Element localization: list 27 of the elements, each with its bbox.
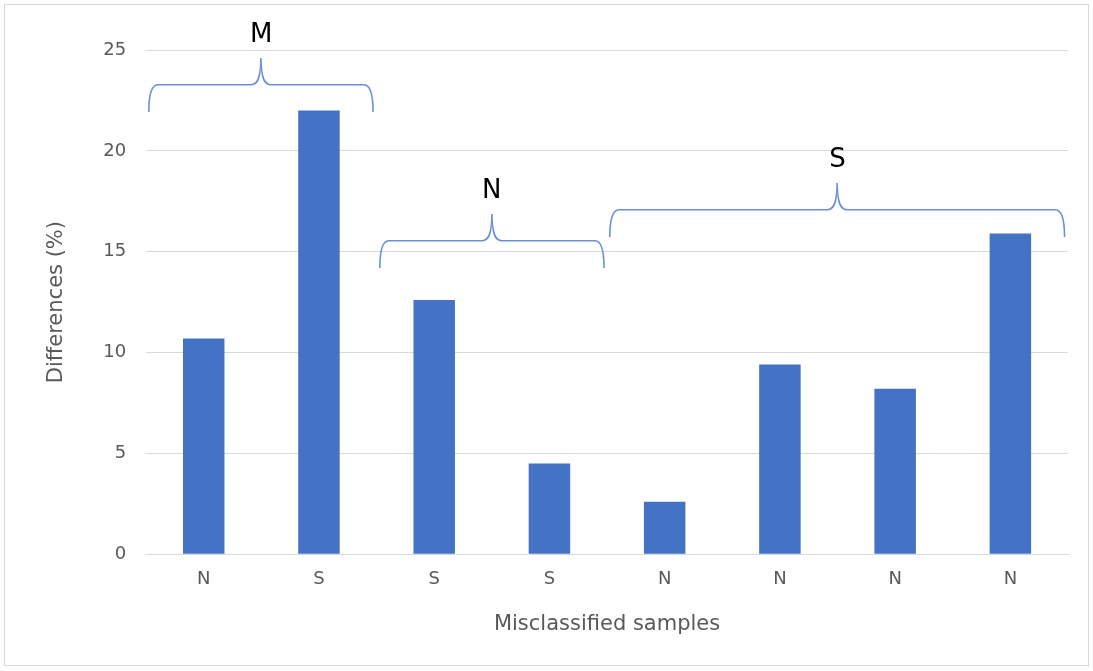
y-tick-label: 20 <box>103 138 127 160</box>
bar <box>413 300 455 554</box>
bar <box>989 233 1032 554</box>
bar <box>182 338 225 554</box>
x-tick-label: S <box>313 566 325 588</box>
x-tick-label: N <box>888 566 902 588</box>
bar <box>528 463 571 554</box>
y-axis-title: Differences (%) <box>43 220 68 384</box>
y-tick-label: 0 <box>114 541 127 563</box>
x-tick-label: S <box>543 566 556 588</box>
x-tick-label: N <box>657 566 672 588</box>
x-tick-label: N <box>773 566 787 588</box>
bar <box>643 501 686 554</box>
x-tick-label: N <box>196 566 211 588</box>
y-tick-label: 25 <box>103 37 127 59</box>
bar <box>759 364 801 554</box>
x-tick-label: N <box>1003 566 1018 588</box>
annotation: S <box>829 143 846 174</box>
bar <box>874 388 916 554</box>
y-tick-label: 15 <box>103 239 127 261</box>
x-tick-label: S <box>428 566 440 588</box>
text: M <box>250 18 273 49</box>
bar <box>298 110 340 554</box>
x-axis-title: Misclassified samples <box>493 610 721 635</box>
y-tick-label: 5 <box>114 441 127 463</box>
annotation: N <box>482 173 502 204</box>
y-tick-label: 10 <box>103 340 127 362</box>
